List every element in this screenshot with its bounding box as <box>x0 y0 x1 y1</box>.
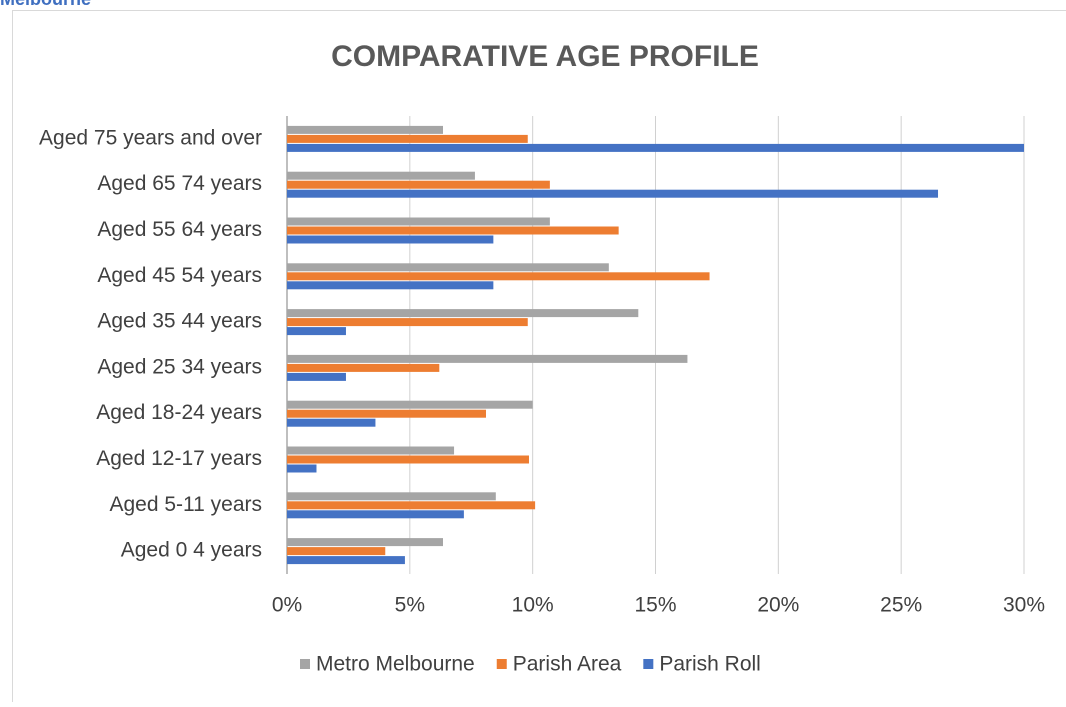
bar <box>287 492 496 500</box>
bar <box>287 181 550 189</box>
x-tick-label: 30% <box>1003 594 1045 617</box>
bar <box>287 144 1024 152</box>
bar <box>287 172 475 180</box>
x-tick-label: 5% <box>395 594 425 617</box>
bar <box>287 190 938 198</box>
legend-swatch <box>300 659 310 669</box>
x-tick-label: 10% <box>512 594 554 617</box>
x-tick-label: 20% <box>757 594 799 617</box>
bar <box>287 419 375 427</box>
legend-swatch <box>497 659 507 669</box>
y-tick-label: Aged 35 44 years <box>97 310 262 333</box>
y-tick-label: Aged 12-17 years <box>96 447 262 470</box>
bar <box>287 318 528 326</box>
legend-label: Metro Melbourne <box>316 653 475 676</box>
bar <box>287 364 439 372</box>
page-title: Melbourne <box>0 0 91 9</box>
x-tick-label: 15% <box>634 594 676 617</box>
bar <box>287 218 550 226</box>
bar <box>287 227 619 235</box>
y-tick-label: Aged 65 74 years <box>97 172 262 195</box>
bar <box>287 510 464 518</box>
bar <box>287 538 443 546</box>
bar <box>287 556 405 564</box>
x-tick-label: 25% <box>880 594 922 617</box>
y-tick-label: Aged 75 years and over <box>39 126 262 149</box>
x-tick-label: 0% <box>272 594 302 617</box>
chart-title: COMPARATIVE AGE PROFILE <box>331 40 759 73</box>
y-tick-label: Aged 45 54 years <box>97 264 262 287</box>
legend-label: Parish Area <box>513 653 622 676</box>
bar <box>287 447 454 455</box>
bar <box>287 373 346 381</box>
bar <box>287 501 535 509</box>
bar <box>287 263 609 271</box>
y-tick-label: Aged 0 4 years <box>121 539 262 562</box>
bar <box>287 547 385 555</box>
bar <box>287 327 346 335</box>
y-tick-label: Aged 25 34 years <box>97 355 262 378</box>
y-tick-label: Aged 18-24 years <box>96 401 262 424</box>
bar <box>287 401 533 409</box>
bar <box>287 309 638 317</box>
bar <box>287 126 443 134</box>
bar <box>287 135 528 143</box>
bar <box>287 410 486 418</box>
bar <box>287 281 493 289</box>
bar <box>287 355 687 363</box>
bar <box>287 272 710 280</box>
bar <box>287 236 493 244</box>
y-tick-label: Aged 5-11 years <box>109 493 262 516</box>
legend-label: Parish Roll <box>659 653 761 676</box>
y-tick-label: Aged 55 64 years <box>97 218 262 241</box>
bar <box>287 456 529 464</box>
legend-swatch <box>643 659 653 669</box>
bar <box>287 465 316 473</box>
